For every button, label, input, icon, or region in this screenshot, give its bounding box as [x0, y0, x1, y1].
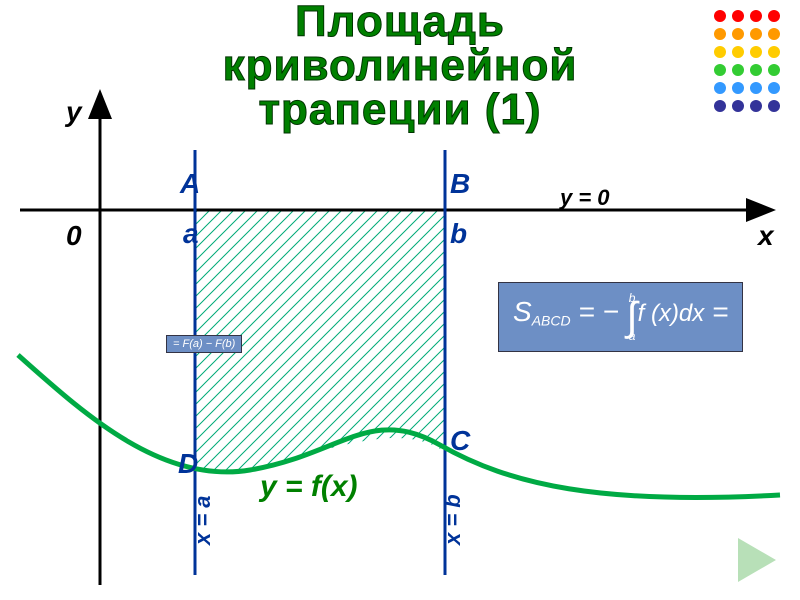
point-C: C	[450, 425, 470, 457]
next-slide-button[interactable]	[738, 538, 776, 582]
formula-trail: =	[704, 296, 728, 327]
formula-box: SABCD = − b∫af (x)dx =	[498, 282, 743, 352]
integrand: f (x)dx	[638, 300, 705, 327]
integral-sign-icon: ∫	[627, 305, 638, 329]
point-A: A	[180, 168, 200, 200]
x-equals-a-label: x = a	[190, 495, 216, 545]
x-equals-b-label: x = b	[440, 494, 466, 545]
small-formula-box: = F(a) − F(b)	[166, 335, 242, 353]
tick-a: a	[183, 218, 199, 250]
origin-label: 0	[66, 220, 82, 252]
y-equals-zero-label: y = 0	[560, 185, 610, 211]
formula-lhs: S	[513, 296, 532, 327]
curve-label: y = f(x)	[260, 470, 358, 504]
tick-b: b	[450, 218, 467, 250]
slide-stage: Площадь криволинейной трапеции (1) y x	[0, 0, 800, 600]
y-axis-label: y	[66, 96, 82, 128]
formula-eq: = −	[571, 296, 627, 327]
x-axis-label: x	[758, 220, 774, 252]
formula-lhs-sub: ABCD	[532, 312, 571, 328]
point-B: B	[450, 168, 470, 200]
point-D: D	[178, 448, 198, 480]
